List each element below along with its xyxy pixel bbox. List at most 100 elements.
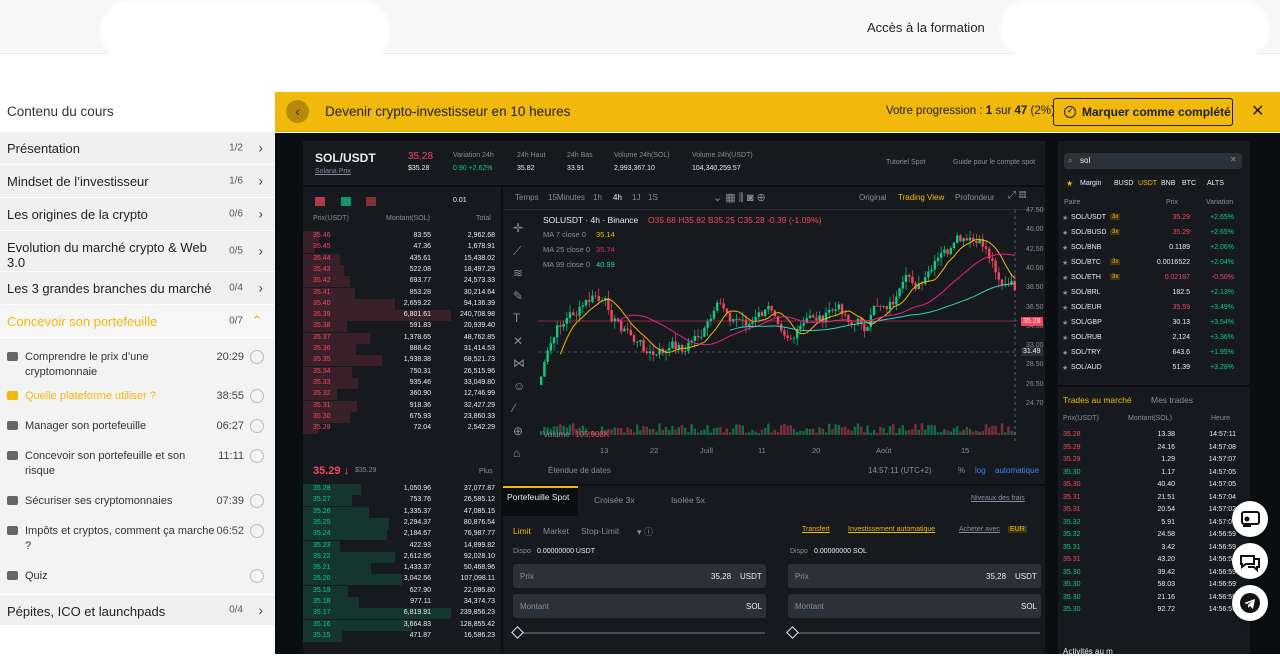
auto-toggle[interactable]: automatique <box>995 466 1040 475</box>
orderbook-row[interactable]: 35.41 853.28 30,214.64 <box>303 287 501 299</box>
market-pair-row[interactable]: ★ SOL/AUD 51.39 +3.28% <box>1058 361 1250 376</box>
auto-invest-link[interactable]: Investissement automatique <box>848 526 936 533</box>
market-pair-row[interactable]: ★ SOL/BRL 182.5 +2.13% <box>1058 286 1250 301</box>
orderbook-row[interactable]: 35.34 750.31 26,515.96 <box>303 366 501 378</box>
filter-btc[interactable]: BTC <box>1182 180 1196 187</box>
orderbook-row[interactable]: 35.39 6,801.61 240,708.98 <box>303 310 501 322</box>
fee-levels-link[interactable]: Niveaux des frais <box>971 495 1025 502</box>
chat-agent-button[interactable] <box>1232 501 1268 537</box>
sell-slider-handle[interactable] <box>786 626 799 639</box>
sell-amount-input[interactable]: Montant SOL <box>788 594 1041 618</box>
ob-more-link[interactable]: Plus <box>479 468 493 475</box>
orderbook-row[interactable]: 35.19 627.90 22,095.80 <box>303 585 501 597</box>
orderbook-row[interactable]: 35.23 422.93 14,899.82 <box>303 540 501 552</box>
star-icon[interactable]: ★ <box>1062 275 1069 282</box>
orderbook-row[interactable]: 35.18 977.11 34,374.73 <box>303 597 501 608</box>
tab-isolated[interactable]: Isolée 5x <box>671 495 706 505</box>
orderbook-row[interactable]: 35.44 435.61 15,438.02 <box>303 253 501 265</box>
orderbook-row[interactable]: 35.45 47.36 1,678.91 <box>303 242 501 254</box>
orderbook-row[interactable]: 35.22 2,612.95 92,028.10 <box>303 551 501 563</box>
view-original[interactable]: Original <box>859 193 887 202</box>
orderbook-row[interactable]: 35.32 360.90 12,746.99 <box>303 389 501 401</box>
guide-link[interactable]: Guide pour le compte spot <box>953 159 1036 166</box>
tab-cross[interactable]: Croisée 3x <box>594 495 635 505</box>
transfer-link[interactable]: Transfert <box>802 526 830 533</box>
orderbook-row[interactable]: 35.21 1,433.37 50,468.96 <box>303 563 501 575</box>
market-pair-row[interactable]: ★ SOL/BNB 0.1189 +2.06% <box>1058 241 1250 256</box>
orderbook-row[interactable]: 35.27 753.76 26,585.12 <box>303 495 501 507</box>
star-icon[interactable]: ★ <box>1062 245 1069 252</box>
candlestick-plot[interactable] <box>538 210 1045 443</box>
tab-market-trades[interactable]: Trades au marché <box>1063 395 1132 405</box>
pair-subtitle[interactable]: Solana Prix <box>315 168 351 175</box>
market-pair-row[interactable]: ★ SOL/BUSD 3x 35.29 +2.65% <box>1058 226 1250 241</box>
lesson-item[interactable]: Quelle plateforme utiliser ? 38:55 <box>0 383 275 413</box>
lesson-item[interactable]: Concevoir son portefeuille et son risque… <box>0 443 275 488</box>
orderbook-row[interactable]: 35.31 918.36 32,427.29 <box>303 400 501 412</box>
orderbook-row[interactable]: 35.33 935.46 33,049.80 <box>303 377 501 389</box>
expand-icon[interactable]: ⤢ ▦ <box>1008 190 1027 201</box>
lesson-status-circle[interactable] <box>250 449 264 463</box>
market-pair-row[interactable]: ★ SOL/USDT 3x 35.29 +2.65% <box>1058 211 1250 226</box>
sell-amount-slider[interactable] <box>792 632 1040 634</box>
orderbook-row[interactable]: 35.35 1,938.38 68,521.73 <box>303 355 501 367</box>
tutorial-link[interactable]: Tutoriel Spot <box>886 159 926 166</box>
lesson-status-circle[interactable] <box>250 350 264 364</box>
chapter-active[interactable]: Concevoir son portefeuille 0/7 ⌃ <box>0 305 275 338</box>
chapter-item[interactable]: Evolution du marché crypto & Web 3.0 0/5 › <box>0 231 275 272</box>
lesson-status-circle[interactable] <box>250 419 264 433</box>
orderbook-row[interactable]: 35.24 2,184.67 76,987.77 <box>303 529 501 541</box>
star-icon[interactable]: ★ <box>1062 230 1069 237</box>
back-button[interactable]: ‹ <box>286 100 309 123</box>
pair-search-input[interactable]: ⌕ sol ✕ <box>1064 153 1242 169</box>
messages-button[interactable] <box>1232 543 1268 579</box>
decimals-select[interactable]: 0.01 <box>453 197 467 204</box>
telegram-button[interactable] <box>1232 585 1268 621</box>
orderbook-row[interactable]: 35.37 1,378.65 48,762.85 <box>303 332 501 344</box>
lesson-item[interactable]: Sécuriser ses cryptomonnaies 07:39 <box>0 488 275 518</box>
chapter-item[interactable]: Présentation 1/2 › <box>0 132 275 165</box>
orderbook-view-icon[interactable] <box>315 197 325 206</box>
buy-price-input[interactable]: Prix 35,28 USDT <box>513 564 766 588</box>
star-icon[interactable]: ★ <box>1062 350 1069 357</box>
lesson-item[interactable]: Manager son portefeuille 06:27 <box>0 413 275 443</box>
lesson-item[interactable]: Quiz <box>0 563 275 594</box>
type-limit[interactable]: Limit <box>513 526 531 536</box>
orderbook-row[interactable]: 35.43 522.08 18,497.29 <box>303 264 501 276</box>
market-pair-row[interactable]: ★ SOL/ETH 3x 0.02187 -0.50% <box>1058 271 1250 286</box>
tab-my-trades[interactable]: Mes trades <box>1151 395 1194 405</box>
timeframe-2[interactable]: 1h <box>593 193 602 202</box>
tab-spot[interactable]: Portefeuille Spot <box>503 486 578 516</box>
market-pair-row[interactable]: ★ SOL/TRY 643.6 +1.95% <box>1058 346 1250 361</box>
timeframe-5[interactable]: 1S <box>648 193 658 202</box>
orderbook-row[interactable]: 35.46 83.55 2,962.68 <box>303 231 501 242</box>
filter-margin[interactable]: Margin <box>1080 180 1102 187</box>
market-pair-row[interactable]: ★ SOL/GBP 30.13 +3.54% <box>1058 316 1250 331</box>
lesson-status-circle[interactable] <box>250 524 264 538</box>
orderbook-row[interactable]: 35.40 2,659.22 94,136.39 <box>303 298 501 310</box>
star-icon[interactable]: ★ <box>1062 320 1069 327</box>
star-icon[interactable]: ★ <box>1062 305 1069 312</box>
star-icon[interactable]: ★ <box>1062 290 1069 297</box>
chapter-pepites[interactable]: Pépites, ICO et launchpads 0/4 › <box>0 595 275 626</box>
buy-amount-slider[interactable] <box>517 632 765 634</box>
market-pair-row[interactable]: ★ SOL/EUR 35.59 +3.49% <box>1058 301 1250 316</box>
orderbook-row[interactable]: 35.15 471.87 16,586.23 <box>303 630 501 642</box>
star-icon[interactable]: ★ <box>1062 335 1069 342</box>
lesson-item[interactable]: Comprendre le prix d’une cryptomonnaie 20… <box>0 338 275 383</box>
market-pair-row[interactable]: ★ SOL/RUB 2,124 +3.36% <box>1058 331 1250 346</box>
chapter-item[interactable]: Les 3 grandes branches du marché 0/4 › <box>0 272 275 305</box>
filter-bnb[interactable]: BNB <box>1161 180 1176 187</box>
sell-price-input[interactable]: Prix 35,28 USDT <box>788 564 1041 588</box>
buy-with-link[interactable]: Acheter avec <box>959 526 1000 533</box>
chapter-item[interactable]: Les origines de la crypto 0/6 › <box>0 198 275 231</box>
orderbook-row[interactable]: 35.28 1,050.96 37,077.87 <box>303 484 501 495</box>
orderbook-row[interactable]: 35.26 1,335.37 47,085.15 <box>303 506 501 518</box>
timeframe-1[interactable]: 15Minutes <box>548 193 585 202</box>
view-depth[interactable]: Profondeur <box>955 193 995 202</box>
star-icon[interactable]: ★ <box>1062 365 1069 372</box>
price-chart[interactable]: Temps 15Minutes 1h 4h 1J 1S ⌄ ▦ ⫼ ◙ ⊕ Origina… <box>503 187 1045 484</box>
close-icon[interactable]: ✕ <box>1251 103 1265 120</box>
orderbook-row[interactable]: 35.25 2,294.37 80,876.54 <box>303 517 501 529</box>
orderbook-row[interactable]: 35.29 72.04 2,542.29 <box>303 423 501 435</box>
